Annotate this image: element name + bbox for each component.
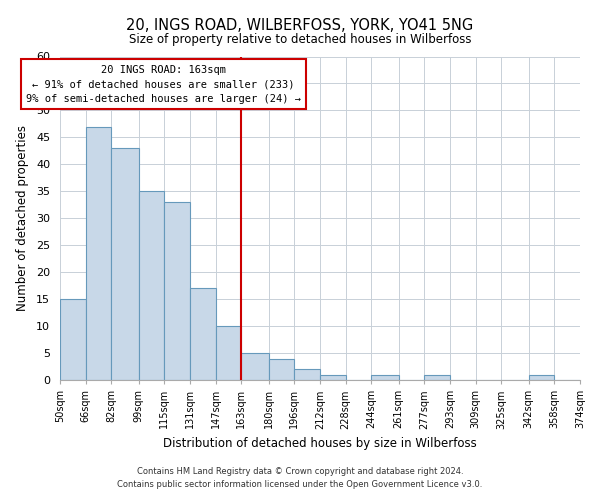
Bar (139, 192, 164, 380)
Bar (424, 374, 450, 380)
Text: Contains HM Land Registry data © Crown copyright and database right 2024.
Contai: Contains HM Land Registry data © Crown c… (118, 467, 482, 489)
Y-axis label: Number of detached properties: Number of detached properties (16, 126, 29, 312)
Bar (60, 299, 86, 380)
X-axis label: Distribution of detached houses by size in Wilberfoss: Distribution of detached houses by size … (163, 437, 477, 450)
Bar (294, 370, 320, 380)
Bar (371, 374, 398, 380)
Bar (320, 374, 346, 380)
Text: Size of property relative to detached houses in Wilberfoss: Size of property relative to detached ho… (129, 32, 471, 46)
Bar (111, 148, 139, 380)
Bar (241, 353, 269, 380)
Bar (86, 126, 111, 380)
Bar (215, 326, 241, 380)
Bar (529, 374, 554, 380)
Text: 20, INGS ROAD, WILBERFOSS, YORK, YO41 5NG: 20, INGS ROAD, WILBERFOSS, YORK, YO41 5N… (127, 18, 473, 32)
Text: 20 INGS ROAD: 163sqm
← 91% of detached houses are smaller (233)
9% of semi-detac: 20 INGS ROAD: 163sqm ← 91% of detached h… (26, 64, 301, 104)
Bar (190, 288, 215, 380)
Bar (269, 358, 294, 380)
Bar (164, 202, 190, 380)
